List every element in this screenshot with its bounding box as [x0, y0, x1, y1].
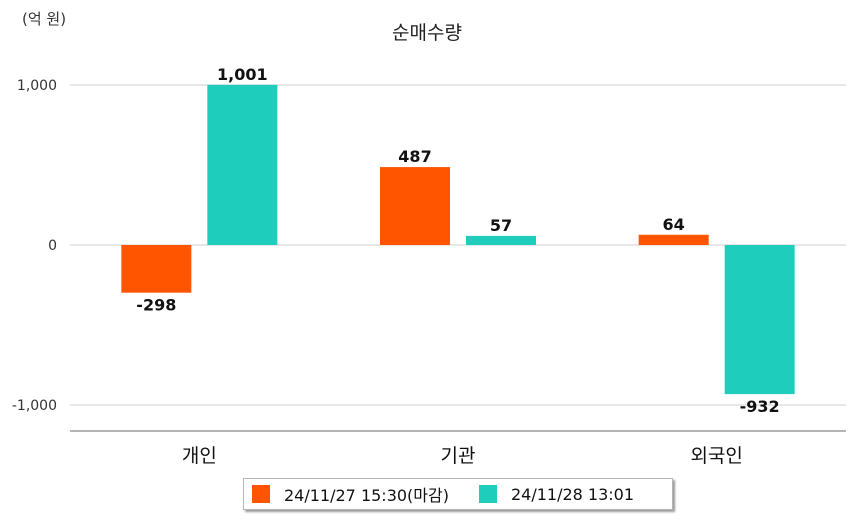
- bar: [724, 245, 795, 395]
- chart-title: 순매수량: [392, 22, 462, 44]
- bar: [638, 234, 709, 245]
- legend-item-series-2[interactable]: 24/11/28 13:01: [478, 484, 635, 504]
- legend-label-series-1: 24/11/27 15:30(마감): [284, 486, 449, 505]
- legend-swatch-series-1: [252, 485, 270, 503]
- x-tick-label: 외국인: [690, 445, 742, 467]
- data-label: 64: [663, 215, 685, 234]
- bar: [207, 84, 278, 245]
- y-tick-label: -1,000: [12, 398, 57, 414]
- data-label: -932: [740, 397, 780, 416]
- data-label: 487: [398, 147, 431, 166]
- legend-item-series-1[interactable]: 24/11/27 15:30(마감): [252, 482, 449, 506]
- data-label: -298: [136, 296, 176, 315]
- legend-label-series-2: 24/11/28 13:01: [510, 484, 635, 504]
- bar: [121, 245, 192, 293]
- x-tick-label: 기관: [441, 445, 476, 467]
- data-label: 1,001: [217, 65, 268, 84]
- unit-label: (억 원): [22, 10, 67, 28]
- bar: [466, 235, 536, 245]
- x-tick-label: 개인: [182, 445, 217, 467]
- legend: 24/11/27 15:30(마감) 24/11/28 13:01: [243, 478, 673, 510]
- y-tick-label: 1,000: [17, 78, 57, 94]
- y-tick-label: 0: [48, 238, 57, 254]
- data-label: 57: [490, 216, 512, 235]
- bar: [380, 167, 450, 245]
- legend-swatch-series-2: [478, 485, 497, 503]
